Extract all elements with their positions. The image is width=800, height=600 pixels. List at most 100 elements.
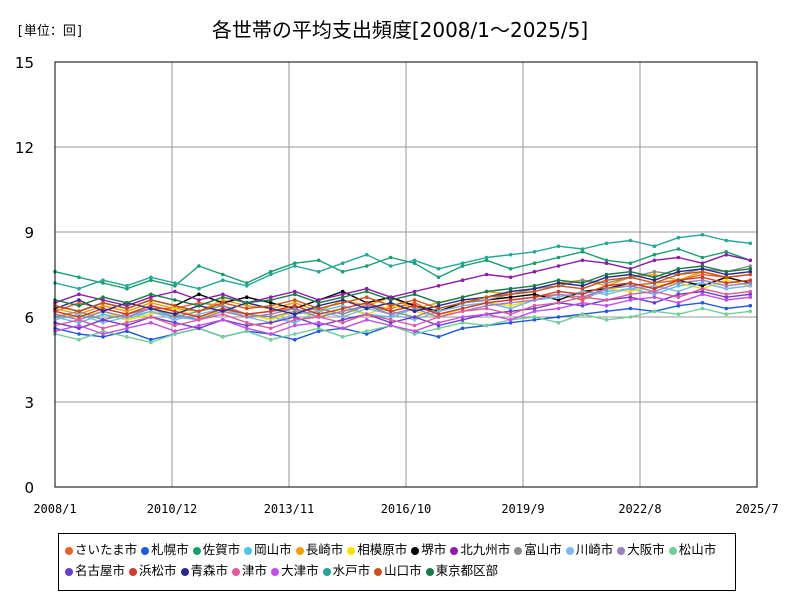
data-point — [700, 306, 705, 311]
data-point — [340, 306, 345, 311]
data-point — [412, 306, 417, 311]
data-point — [436, 306, 441, 311]
data-point — [245, 326, 249, 331]
data-point — [364, 264, 369, 268]
data-point — [149, 320, 153, 325]
data-point — [101, 278, 105, 283]
data-point — [77, 312, 81, 317]
data-point — [412, 298, 417, 302]
data-point — [724, 286, 729, 291]
data-point — [197, 286, 201, 291]
data-point — [340, 295, 345, 300]
data-point — [700, 284, 705, 288]
data-point — [316, 320, 321, 325]
series-line — [54, 288, 751, 329]
data-point — [556, 255, 561, 260]
data-point — [676, 312, 681, 317]
data-point — [197, 315, 201, 319]
data-point — [484, 289, 489, 294]
data-point — [748, 272, 753, 277]
legend-marker-icon — [244, 547, 253, 555]
data-point — [149, 301, 153, 305]
data-point — [125, 301, 129, 305]
data-point — [388, 264, 393, 268]
data-point — [484, 301, 489, 305]
legend-label: 大津市 — [281, 563, 319, 578]
data-point — [77, 286, 81, 291]
data-point — [269, 312, 273, 317]
data-point — [388, 312, 393, 317]
data-point — [412, 261, 417, 266]
series-line — [54, 290, 751, 329]
data-point — [388, 318, 393, 322]
data-point — [173, 309, 177, 314]
data-point — [700, 267, 705, 271]
data-point — [412, 318, 417, 322]
data-point — [125, 309, 129, 314]
data-point — [604, 278, 609, 283]
data-point — [293, 306, 297, 311]
data-point — [724, 281, 729, 285]
data-point — [556, 301, 561, 305]
data-point — [436, 323, 441, 328]
data-point — [700, 255, 705, 260]
data-point — [316, 323, 321, 328]
data-point — [676, 269, 681, 274]
data-point — [532, 284, 537, 288]
data-point — [556, 320, 561, 325]
legend-label: 浜松市 — [139, 563, 177, 578]
y-tick-label: 15 — [15, 54, 34, 72]
legend-item: さいたま市 — [65, 539, 137, 560]
data-point — [436, 315, 441, 319]
data-point — [532, 315, 537, 319]
data-point — [173, 315, 177, 319]
legend-marker-icon — [514, 547, 523, 555]
data-point — [532, 295, 537, 300]
data-point — [197, 264, 201, 268]
data-point — [604, 284, 609, 288]
data-point — [460, 261, 465, 266]
data-point — [388, 255, 393, 260]
legend-label: 岡山市 — [254, 542, 292, 557]
data-point — [748, 284, 753, 288]
data-point — [77, 320, 81, 325]
series-line — [54, 307, 751, 344]
data-point — [748, 241, 753, 246]
data-point — [652, 289, 657, 294]
legend-marker-icon — [65, 547, 73, 555]
data-point — [724, 312, 729, 317]
data-point — [221, 309, 225, 314]
y-tick-label: 0 — [24, 479, 34, 497]
legend-item: 札幌市 — [141, 539, 189, 560]
data-point — [293, 318, 297, 322]
data-point — [436, 320, 441, 325]
data-point — [245, 329, 249, 334]
data-point — [724, 295, 729, 300]
data-point — [532, 309, 537, 314]
data-point — [676, 281, 681, 285]
data-point — [724, 275, 729, 280]
data-point — [340, 301, 345, 305]
data-point — [125, 318, 129, 322]
data-point — [484, 255, 489, 260]
data-point — [532, 250, 537, 254]
legend-marker-icon — [141, 547, 150, 555]
legend-item: 水戸市 — [322, 560, 370, 581]
legend-label: 相模原市 — [357, 542, 408, 557]
data-point — [269, 309, 273, 314]
data-point — [245, 312, 249, 317]
data-point — [436, 326, 441, 331]
legend-marker-icon — [232, 568, 241, 576]
data-point — [748, 264, 753, 268]
data-point — [676, 272, 681, 277]
x-tick-label: 2022/8 — [618, 502, 661, 516]
data-point — [340, 335, 345, 339]
data-point — [245, 284, 249, 288]
data-point — [676, 301, 681, 305]
data-point — [724, 250, 729, 254]
data-point — [77, 309, 81, 314]
data-point — [652, 275, 657, 280]
data-point — [340, 320, 345, 325]
data-point — [221, 318, 225, 322]
legend-item: 松山市 — [668, 539, 716, 560]
